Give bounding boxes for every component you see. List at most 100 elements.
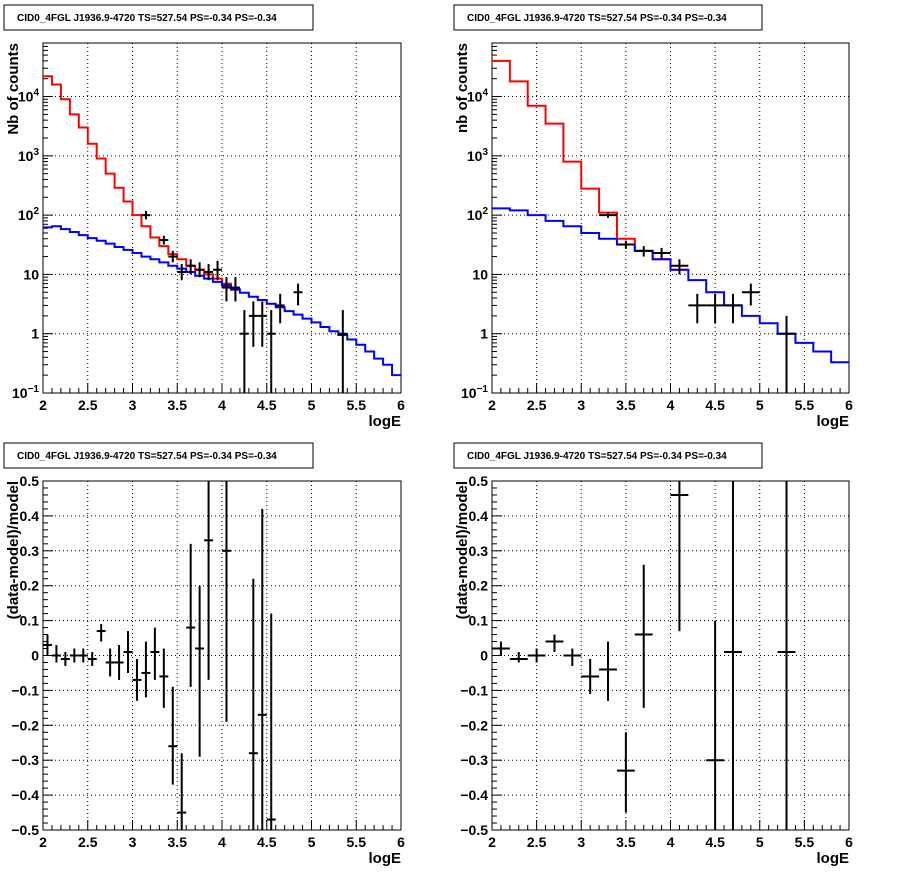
x-tick-label: 5.5 <box>347 397 367 413</box>
y-tick-label: −0.1 <box>460 682 488 698</box>
x-tick-label: 3 <box>577 834 585 850</box>
y-axis-label: Nb of counts <box>5 43 22 135</box>
data-point <box>599 641 617 701</box>
chart-title-box: CID0_4FGL J1936.9-4720 TS=527.54 PS=-0.3… <box>3 4 314 31</box>
data-point <box>168 250 178 263</box>
y-tick-label: −0.3 <box>460 752 488 768</box>
y-tick-label: 102 <box>467 206 489 223</box>
y-tick-label: 0.4 <box>20 508 40 524</box>
y-tick-label: −0.2 <box>460 717 488 733</box>
data-point <box>634 246 653 257</box>
x-axis-label: logE <box>369 850 402 867</box>
y-tick-label: −0.5 <box>11 822 39 838</box>
y-tick-label: 10−1 <box>12 384 39 401</box>
data-point <box>204 481 214 680</box>
y-tick-label: 0.3 <box>469 543 489 559</box>
x-tick-label: 5.5 <box>795 397 815 413</box>
data-point <box>195 585 205 757</box>
y-tick-label: 0.2 <box>469 578 489 594</box>
x-axis-label: logE <box>817 850 850 867</box>
data-point <box>741 283 760 306</box>
data-point <box>581 658 600 694</box>
chart-panel-2: 2 2.5 3 3.5 4 4.5 5 5.5 6 10−1 1 10 102 103 104 logE nb … <box>453 4 853 430</box>
data-point <box>266 613 276 830</box>
data-point <box>69 648 79 663</box>
x-tick-label: 6 <box>845 397 853 413</box>
data-point <box>60 652 70 666</box>
y-tick-label: −0.4 <box>460 787 488 803</box>
data-point <box>652 247 671 260</box>
data-point <box>688 293 707 324</box>
data-point <box>177 753 187 830</box>
x-tick-label: 5 <box>308 834 316 850</box>
y-tick-label: 1 <box>480 326 488 342</box>
data-point <box>670 259 689 275</box>
x-tick-label: 5 <box>756 397 764 413</box>
title-frame <box>3 4 314 31</box>
x-tick-label: 4 <box>667 834 675 850</box>
x-tick-label: 2 <box>39 397 47 413</box>
data-point <box>777 481 796 830</box>
x-axis-label: logE <box>369 413 402 430</box>
title-frame <box>453 4 763 31</box>
x-tick-label: 2 <box>488 397 496 413</box>
chart-title: CID0_4FGL J1936.9-4720 TS=527.54 PS=-0.3… <box>17 451 277 462</box>
data-point <box>186 259 196 275</box>
data-point <box>616 732 635 813</box>
data-point <box>257 301 267 347</box>
data-point <box>43 634 52 656</box>
x-tick-label: 4 <box>218 834 226 850</box>
data-point <box>724 293 742 324</box>
model-histogram-series <box>43 75 240 291</box>
x-tick-label: 3.5 <box>616 834 636 850</box>
plot-frame <box>491 480 850 831</box>
x-tick-label: 3 <box>129 834 137 850</box>
data-point <box>706 620 725 830</box>
y-tick-label: 103 <box>467 147 489 164</box>
data-point <box>777 315 796 393</box>
data-point <box>266 310 276 393</box>
y-tick-label: 0.1 <box>20 613 40 629</box>
y-tick-label: 0 <box>480 648 488 664</box>
y-tick-label: 1 <box>31 326 39 342</box>
y-tick-label: −0.4 <box>11 787 39 803</box>
data-point <box>141 210 151 220</box>
data-point <box>150 627 160 680</box>
y-axis-label: (data-model)/model <box>454 481 471 619</box>
chart-title: CID0_4FGL J1936.9-4720 TS=527.54 PS=-0.3… <box>467 451 727 462</box>
data-point <box>599 212 617 218</box>
y-tick-label: 10 <box>472 266 488 282</box>
data-point <box>87 652 97 666</box>
data-point <box>105 648 115 677</box>
data-point <box>563 648 582 666</box>
data-point <box>545 634 564 653</box>
y-tick-label: 10 <box>23 266 39 282</box>
plot-frame <box>42 480 402 831</box>
data-point <box>51 645 61 663</box>
data-point <box>177 263 187 281</box>
data-point <box>159 648 169 708</box>
x-tick-label: 4.5 <box>257 834 277 850</box>
data-point <box>96 624 106 642</box>
x-tick-label: 4 <box>667 397 675 413</box>
y-axis-label: nb of counts <box>454 43 471 133</box>
data-point <box>509 652 528 663</box>
x-tick-label: 3 <box>577 397 585 413</box>
chart-title-box: CID0_4FGL J1936.9-4720 TS=527.54 PS=-0.3… <box>3 442 314 469</box>
chart-panel-3: 2 2.5 3 3.5 4 4.5 5 5.5 6 −0.5 −0.4 −0.3 −0.2 −0.1 0 0.… <box>3 442 405 867</box>
data-point <box>670 481 689 632</box>
data-point <box>257 508 267 830</box>
y-tick-label: −0.3 <box>11 752 39 768</box>
data-point <box>195 262 205 278</box>
y-tick-label: 103 <box>18 147 40 164</box>
data-point <box>141 641 151 698</box>
chart-title-box: CID0_4FGL J1936.9-4720 TS=527.54 PS=-0.3… <box>453 442 763 469</box>
data-point <box>527 648 546 663</box>
chart-panel-4: 2 2.5 3 3.5 4 4.5 5 5.5 6 −0.5 −0.4 −0.3 −0.2 −0.1 0 0.… <box>453 442 853 867</box>
x-tick-label: 3.5 <box>168 397 188 413</box>
x-tick-label: 2.5 <box>78 397 98 413</box>
y-tick-label: 102 <box>18 206 40 223</box>
title-frame <box>453 442 763 469</box>
data-point <box>222 277 231 302</box>
data-point <box>706 293 725 324</box>
